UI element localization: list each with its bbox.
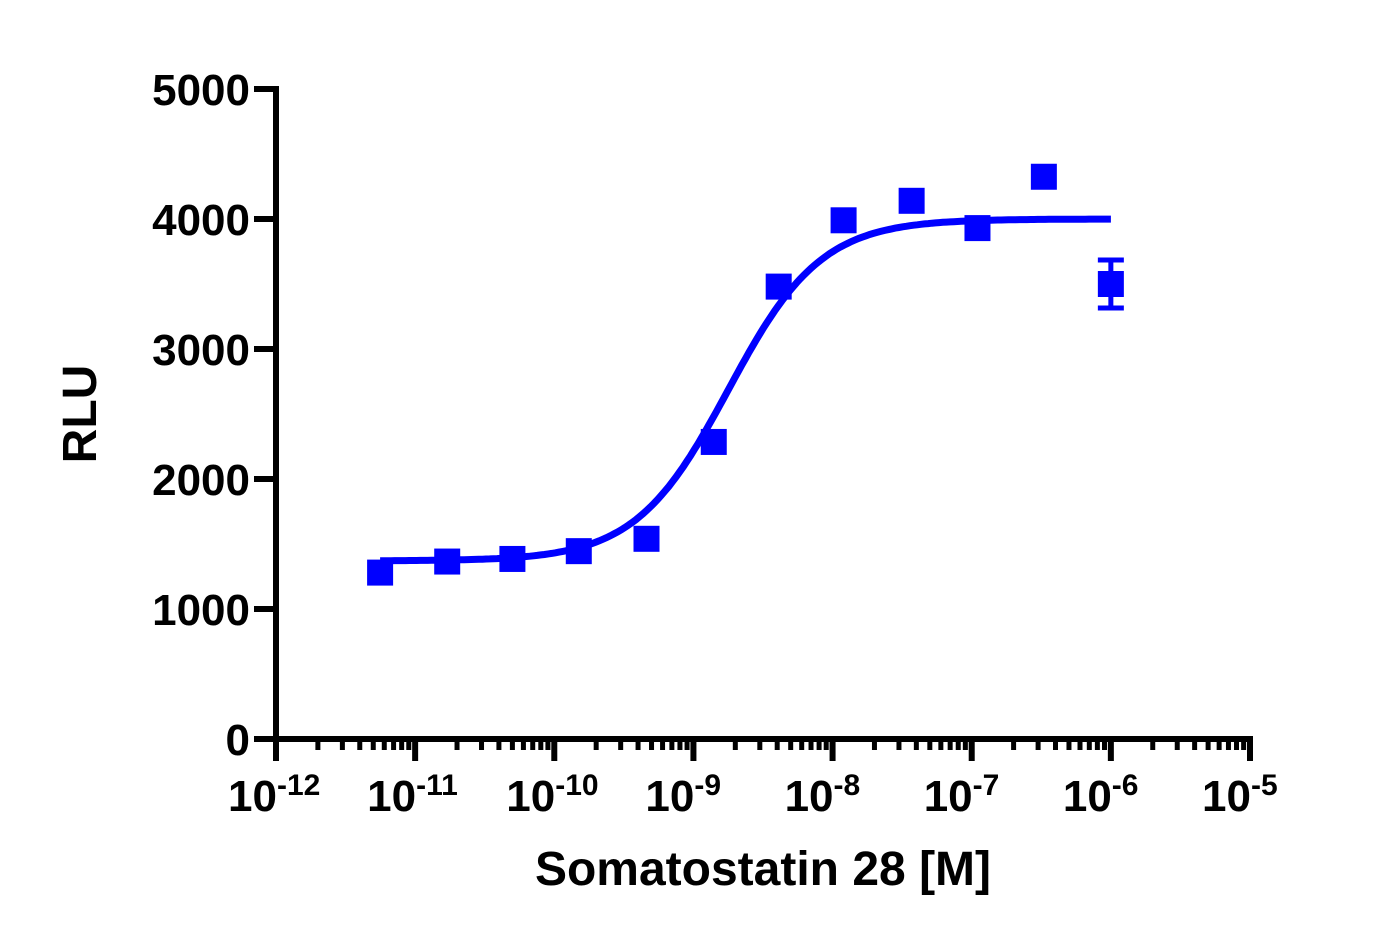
data-point [830,207,857,234]
x-axis-label: Somatostatin 28 [M] [535,843,991,896]
x-tick-label-base: 10 [645,772,694,821]
data-point [565,538,592,565]
data-point [367,559,394,586]
x-tick-label: 10-9 [645,769,721,821]
fit-curve-group [380,215,1111,565]
x-tick-label: 10-6 [1063,769,1139,821]
x-tick-label-base: 10 [785,772,834,821]
y-tick-label: 2000 [152,456,250,505]
data-points [367,163,1124,586]
x-tick-label-base: 10 [506,772,555,821]
x-tick-label-exponent: -7 [973,769,1000,802]
data-point [1097,271,1124,297]
x-tick-label-base: 10 [1202,772,1251,821]
x-tick-label-exponent: -8 [834,769,861,802]
x-tick-label-exponent: -9 [694,769,721,802]
fit-curve [380,215,1111,565]
data-point [434,548,461,575]
x-tick-label: 10-11 [367,769,458,821]
data-point [964,215,991,242]
x-tick-label-base: 10 [367,772,416,821]
data-point [700,428,727,455]
y-tick-label: 5000 [152,66,250,115]
x-tick-label-base: 10 [1063,772,1112,821]
x-tick-label-exponent: -12 [277,769,320,802]
y-tick-label: 0 [226,716,250,765]
x-tick-label-exponent: -6 [1112,769,1139,802]
y-tick-label: 3000 [152,326,250,375]
x-tick-label-base: 10 [924,772,973,821]
x-tick-label: 10-8 [785,769,861,821]
data-point [633,525,660,552]
x-tick-label-exponent: -11 [416,769,458,802]
x-tick-label: 10-5 [1202,769,1278,821]
data-point [765,273,792,300]
data-point [898,187,925,214]
x-tick-label: 10-10 [506,769,598,821]
x-tick-label: 10-12 [228,769,320,821]
x-tick-label: 10-7 [924,769,1000,821]
x-tick-label-base: 10 [228,772,277,821]
x-tick-label-exponent: -5 [1251,769,1278,802]
y-tick-label: 1000 [152,586,250,635]
x-tick-label-exponent: -10 [555,769,598,802]
y-tick-label: 4000 [152,196,250,245]
data-point [1030,163,1057,190]
y-axis-label: RLU [54,365,107,464]
data-point [499,545,526,572]
